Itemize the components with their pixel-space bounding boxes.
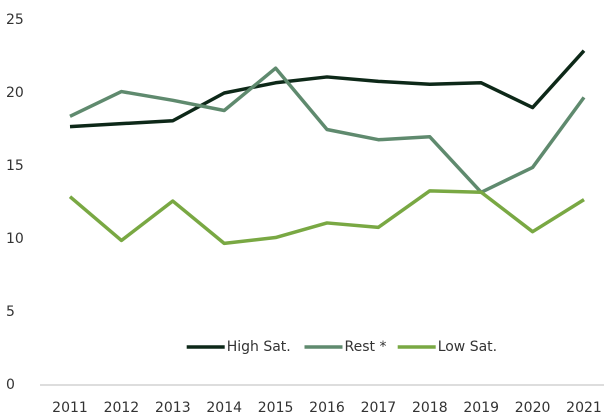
legend-label: Low Sat.	[438, 339, 497, 355]
x-tick-label: 2020	[515, 400, 551, 416]
x-tick-label: 2011	[52, 400, 88, 416]
series-line	[68, 189, 585, 246]
y-tick-label: 20	[6, 85, 24, 101]
legend-label: High Sat.	[227, 339, 291, 355]
series-line	[69, 49, 586, 129]
y-tick-label: 25	[6, 12, 24, 28]
x-tick-label: 2018	[412, 400, 448, 416]
legend-label: Rest *	[345, 339, 387, 355]
y-tick-label: 0	[6, 377, 15, 393]
x-tick-label: 2017	[361, 400, 397, 416]
series-line	[69, 66, 586, 195]
x-tick-label: 2013	[155, 400, 191, 416]
x-tick-label: 2012	[104, 400, 140, 416]
x-tick-label: 2021	[566, 400, 602, 416]
y-tick-label: 5	[6, 304, 15, 320]
y-tick-label: 10	[6, 231, 24, 247]
y-tick-label: 15	[6, 158, 24, 174]
x-tick-label: 2014	[206, 400, 242, 416]
x-tick-label: 2015	[258, 400, 294, 416]
x-tick-label: 2019	[463, 400, 499, 416]
x-tick-label: 2016	[309, 400, 345, 416]
